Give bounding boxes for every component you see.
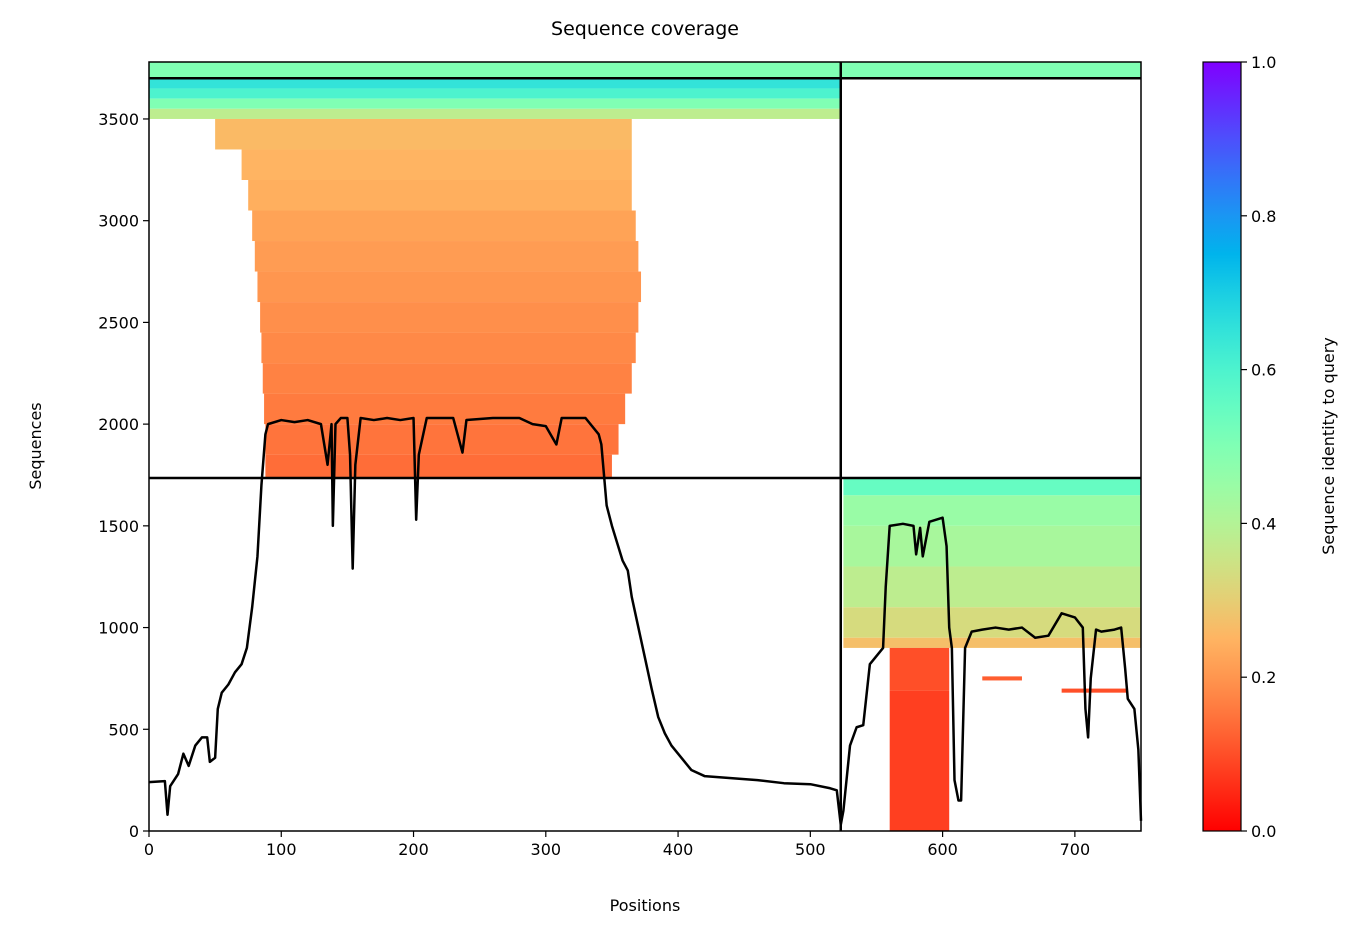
- coverage-block: [982, 676, 1022, 681]
- coverage-block: [265, 424, 619, 455]
- coverage-block: [254, 241, 639, 272]
- x-tick-label: 0: [144, 840, 154, 859]
- y-tick-label: 3500: [98, 110, 139, 129]
- plot-frame: [148, 61, 1142, 832]
- coverage-block: [843, 478, 1141, 496]
- coverage-block: [261, 332, 636, 364]
- x-tick-label: 200: [398, 840, 429, 859]
- colorbar-tick-label: 0.4: [1251, 514, 1276, 533]
- colorbar-label: Sequence identity to query: [1319, 337, 1338, 554]
- x-tick-label: 700: [1060, 840, 1091, 859]
- coverage-line: [148, 416, 1143, 827]
- coverage-block: [1061, 688, 1128, 693]
- coverage-block: [264, 393, 626, 425]
- coverage-block: [889, 690, 950, 831]
- coverage-block: [257, 271, 642, 303]
- y-axis-label: Sequences: [26, 402, 45, 489]
- coverage-block: [149, 78, 841, 89]
- colorbar-tick-label: 1.0: [1251, 53, 1276, 72]
- y-tick-label: 500: [108, 720, 139, 739]
- coverage-block: [843, 607, 1141, 638]
- coverage-block: [248, 179, 632, 211]
- coverage-block: [149, 62, 1141, 79]
- coverage-block: [252, 210, 636, 242]
- coverage-block: [843, 566, 1141, 608]
- coverage-block: [262, 363, 632, 394]
- x-tick-label: 600: [927, 840, 958, 859]
- colorbar-tick-label: 0.6: [1251, 361, 1276, 380]
- y-tick-label: 0: [129, 822, 139, 841]
- x-axis-label: Positions: [610, 896, 681, 915]
- colorbar-tick-label: 0.0: [1251, 822, 1276, 841]
- coverage-block: [843, 525, 1141, 567]
- y-tick-label: 2000: [98, 415, 139, 434]
- coverage-block: [265, 454, 612, 479]
- coverage-block: [241, 149, 632, 180]
- coverage-block: [149, 108, 841, 119]
- coverage-block: [260, 302, 639, 333]
- colorbar-tick-label: 0.8: [1251, 207, 1276, 226]
- x-tick-label: 100: [266, 840, 297, 859]
- coverage-block: [215, 118, 632, 150]
- x-tick-label: 300: [531, 840, 562, 859]
- chart-title: Sequence coverage: [551, 18, 739, 40]
- x-tick-label: 400: [663, 840, 694, 859]
- x-tick-label: 500: [795, 840, 826, 859]
- coverage-block: [843, 637, 1141, 648]
- y-tick-label: 1000: [98, 619, 139, 638]
- coverage-block: [149, 98, 841, 109]
- coverage-block: [843, 495, 1141, 526]
- y-tick-label: 2500: [98, 313, 139, 332]
- y-tick-label: 1500: [98, 517, 139, 536]
- colorbar-tick-label: 0.2: [1251, 668, 1276, 687]
- coverage-block: [149, 88, 841, 99]
- colorbar: [1202, 61, 1242, 832]
- coverage-block: [889, 647, 950, 691]
- y-tick-label: 3000: [98, 212, 139, 231]
